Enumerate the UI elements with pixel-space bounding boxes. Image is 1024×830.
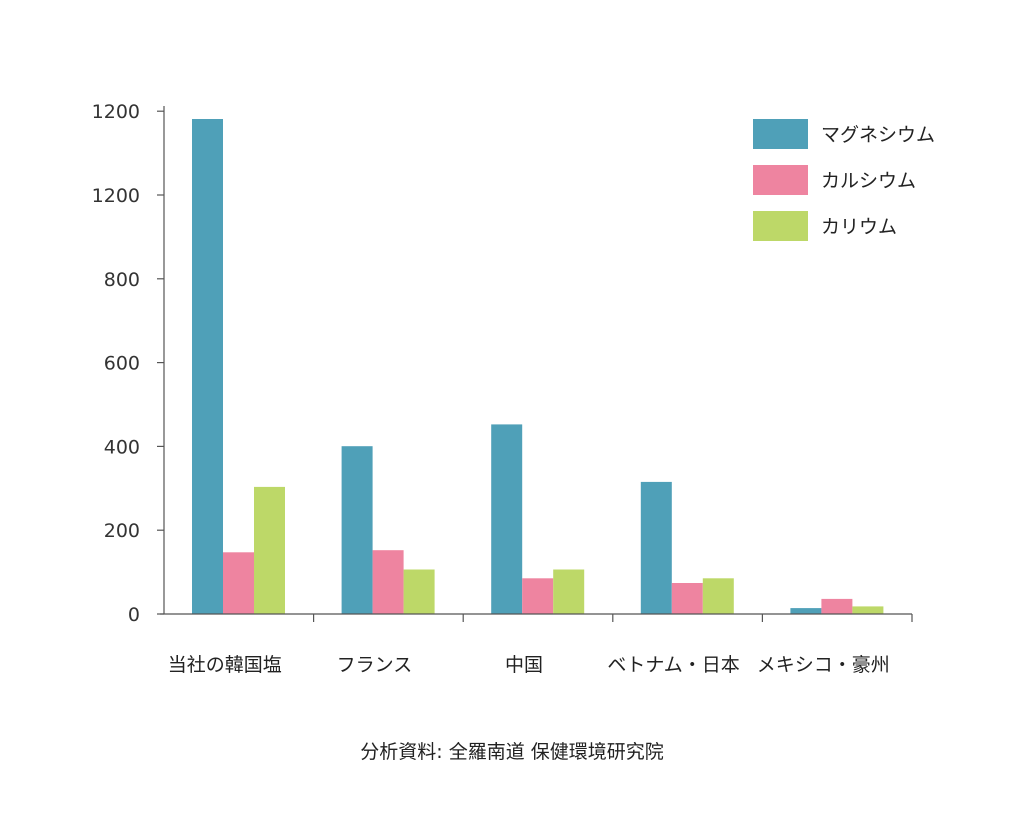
legend-swatch-3 <box>753 211 808 241</box>
bar-3-3 <box>553 569 585 614</box>
bar-3-5 <box>852 606 884 614</box>
bar-2-5 <box>821 598 853 614</box>
x-category-label-4: ベトナム・日本 <box>607 654 739 676</box>
x-category-label-5: メキシコ・豪州 <box>757 654 890 676</box>
y-tick-label-7: 1200 <box>92 101 140 123</box>
bar-2-4 <box>671 583 703 614</box>
bar-2-3 <box>522 578 554 614</box>
x-category-label-3: 中国 <box>505 654 543 676</box>
y-tick-label-6: 1200 <box>92 185 140 207</box>
bar-3-2 <box>403 569 435 614</box>
legend-swatch-1 <box>753 119 808 149</box>
bar-2-2 <box>372 550 404 614</box>
bar-2-1 <box>223 552 254 614</box>
x-category-label-2: フランス <box>337 654 413 676</box>
bar-1-3 <box>491 424 523 614</box>
y-tick-label-1: 0 <box>128 604 140 626</box>
x-category-label-1: 当社の韓国塩 <box>168 654 282 676</box>
bar-3-1 <box>254 486 285 614</box>
axes-layer: 0 200 400 600 800 1200 1200 当社の韓国塩 フランス 中国 ベトナム・日本… <box>92 101 913 676</box>
bars-layer <box>192 119 884 614</box>
source-note: 分析資料: 全羅南道 保健環境研究院 <box>360 741 664 763</box>
y-tick-label-2: 200 <box>104 520 140 542</box>
legend-label-1: マグネシウム <box>821 124 935 146</box>
y-tick-label-3: 400 <box>104 436 140 458</box>
bar-1-5 <box>790 608 822 614</box>
legend-label-2: カルシウム <box>821 170 916 192</box>
bar-1-2 <box>341 446 373 614</box>
y-tick-label-4: 600 <box>104 353 140 375</box>
bar-1-1 <box>192 119 223 614</box>
y-tick-label-5: 800 <box>104 269 140 291</box>
bar-3-4 <box>702 578 734 614</box>
legend-swatch-2 <box>753 165 808 195</box>
bar-1-4 <box>640 481 672 614</box>
legend-label-3: カリウム <box>821 216 897 238</box>
